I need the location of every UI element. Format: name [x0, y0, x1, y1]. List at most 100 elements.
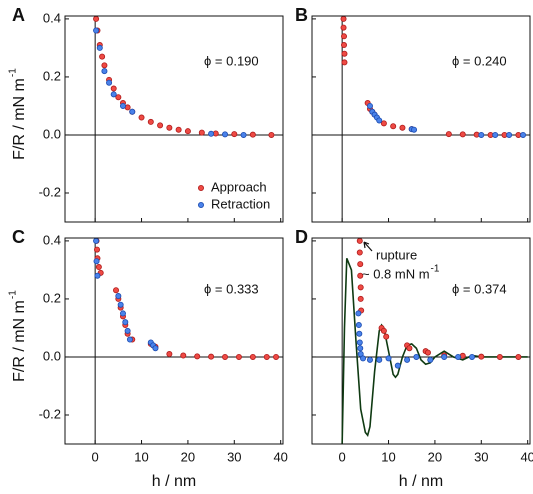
data-point [496, 353, 503, 360]
data-point [478, 353, 485, 360]
data-point [385, 355, 392, 362]
plot-frame [311, 15, 531, 223]
x-tick-label: 40 [273, 449, 287, 464]
y-label-sup: -1 [8, 68, 19, 77]
data-point [126, 336, 133, 343]
data-point [390, 123, 397, 130]
y-tick-label: 0.4 [43, 10, 61, 25]
plot-frame [64, 15, 284, 223]
x-tick-label: 0 [92, 449, 99, 464]
data-point [166, 124, 173, 131]
data-point [366, 102, 373, 109]
data-point [424, 349, 431, 356]
data-point [520, 131, 527, 138]
annotation: ϕ = 0.190 [204, 53, 259, 68]
data-point [380, 120, 387, 127]
data-point [129, 108, 136, 115]
legend-marker [197, 184, 204, 191]
data-point [115, 293, 122, 300]
x-label: h / nm [399, 473, 443, 490]
data-point [357, 284, 364, 291]
data-point [340, 15, 347, 22]
x-tick-label: 30 [474, 449, 488, 464]
data-point [93, 258, 100, 265]
data-point [356, 237, 363, 244]
data-point [113, 287, 120, 294]
data-point [208, 353, 215, 360]
data-point [106, 79, 113, 86]
data-point [115, 94, 122, 101]
data-point [492, 131, 499, 138]
annotation: ϕ = 0.374 [452, 281, 507, 296]
data-point [341, 59, 348, 66]
x-tick-label: 20 [181, 449, 195, 464]
plot-frame [64, 237, 284, 445]
data-point [357, 272, 364, 279]
plot-frame [311, 237, 531, 445]
y-tick-label: 0.2 [43, 290, 61, 305]
data-point [122, 319, 129, 326]
data-point [413, 353, 420, 360]
data-point [94, 272, 101, 279]
panel-letter: B [295, 5, 308, 25]
data-point [93, 237, 100, 244]
legend-marker [197, 201, 204, 208]
data-point [445, 131, 452, 138]
panel: Bϕ = 0.240 [295, 5, 531, 223]
data-point [235, 353, 242, 360]
data-point [406, 345, 413, 352]
x-tick-label: 10 [381, 449, 395, 464]
data-point [383, 333, 390, 340]
data-point [157, 122, 164, 129]
data-point [194, 353, 201, 360]
data-point [340, 24, 347, 31]
data-point [198, 129, 205, 136]
panel: -0.2 0.0 0.2 0.4 Aϕ = 0.190 F/R / mN m-1 Appro… [8, 5, 284, 223]
data-point [249, 353, 256, 360]
data-point [263, 353, 270, 360]
data-point [478, 131, 485, 138]
data-point [469, 353, 476, 360]
data-point [208, 130, 215, 137]
data-point [515, 353, 522, 360]
x-tick-label: 10 [134, 449, 148, 464]
data-point [341, 50, 348, 57]
x-label: h / nm [152, 473, 196, 490]
data-point [459, 131, 466, 138]
data-point [249, 131, 256, 138]
data-point [101, 62, 108, 69]
data-point [124, 327, 131, 334]
data-point [411, 126, 418, 133]
data-point [180, 352, 187, 359]
y-tick-label: -0.2 [39, 184, 61, 199]
annotation: rupture [376, 247, 417, 262]
data-point [152, 345, 159, 352]
data-point [357, 261, 364, 268]
panel-letter: C [12, 227, 25, 247]
data-point [99, 53, 106, 60]
data-point [138, 114, 145, 121]
data-point [506, 131, 513, 138]
legend-label: Approach [211, 179, 267, 194]
data-point [119, 102, 126, 109]
data-point [455, 353, 462, 360]
data-point [355, 310, 362, 317]
data-point [175, 126, 182, 133]
data-point [117, 301, 124, 308]
annotation: ϕ = 0.240 [452, 53, 507, 68]
x-tick-label: 0 [339, 449, 346, 464]
annotation: ~ 0.8 mN m [362, 266, 430, 281]
y-label-sup: -1 [8, 290, 19, 299]
data-point [376, 117, 383, 124]
data-point [96, 44, 103, 51]
data-point [356, 249, 363, 256]
x-tick-label: 30 [227, 449, 241, 464]
data-point [356, 339, 363, 346]
y-label: F/R / mN m-1 [8, 68, 29, 160]
data-point [341, 42, 348, 49]
data-point [222, 131, 229, 138]
data-point [166, 351, 173, 358]
data-point [110, 85, 117, 92]
data-point [93, 27, 100, 34]
data-point [441, 353, 448, 360]
